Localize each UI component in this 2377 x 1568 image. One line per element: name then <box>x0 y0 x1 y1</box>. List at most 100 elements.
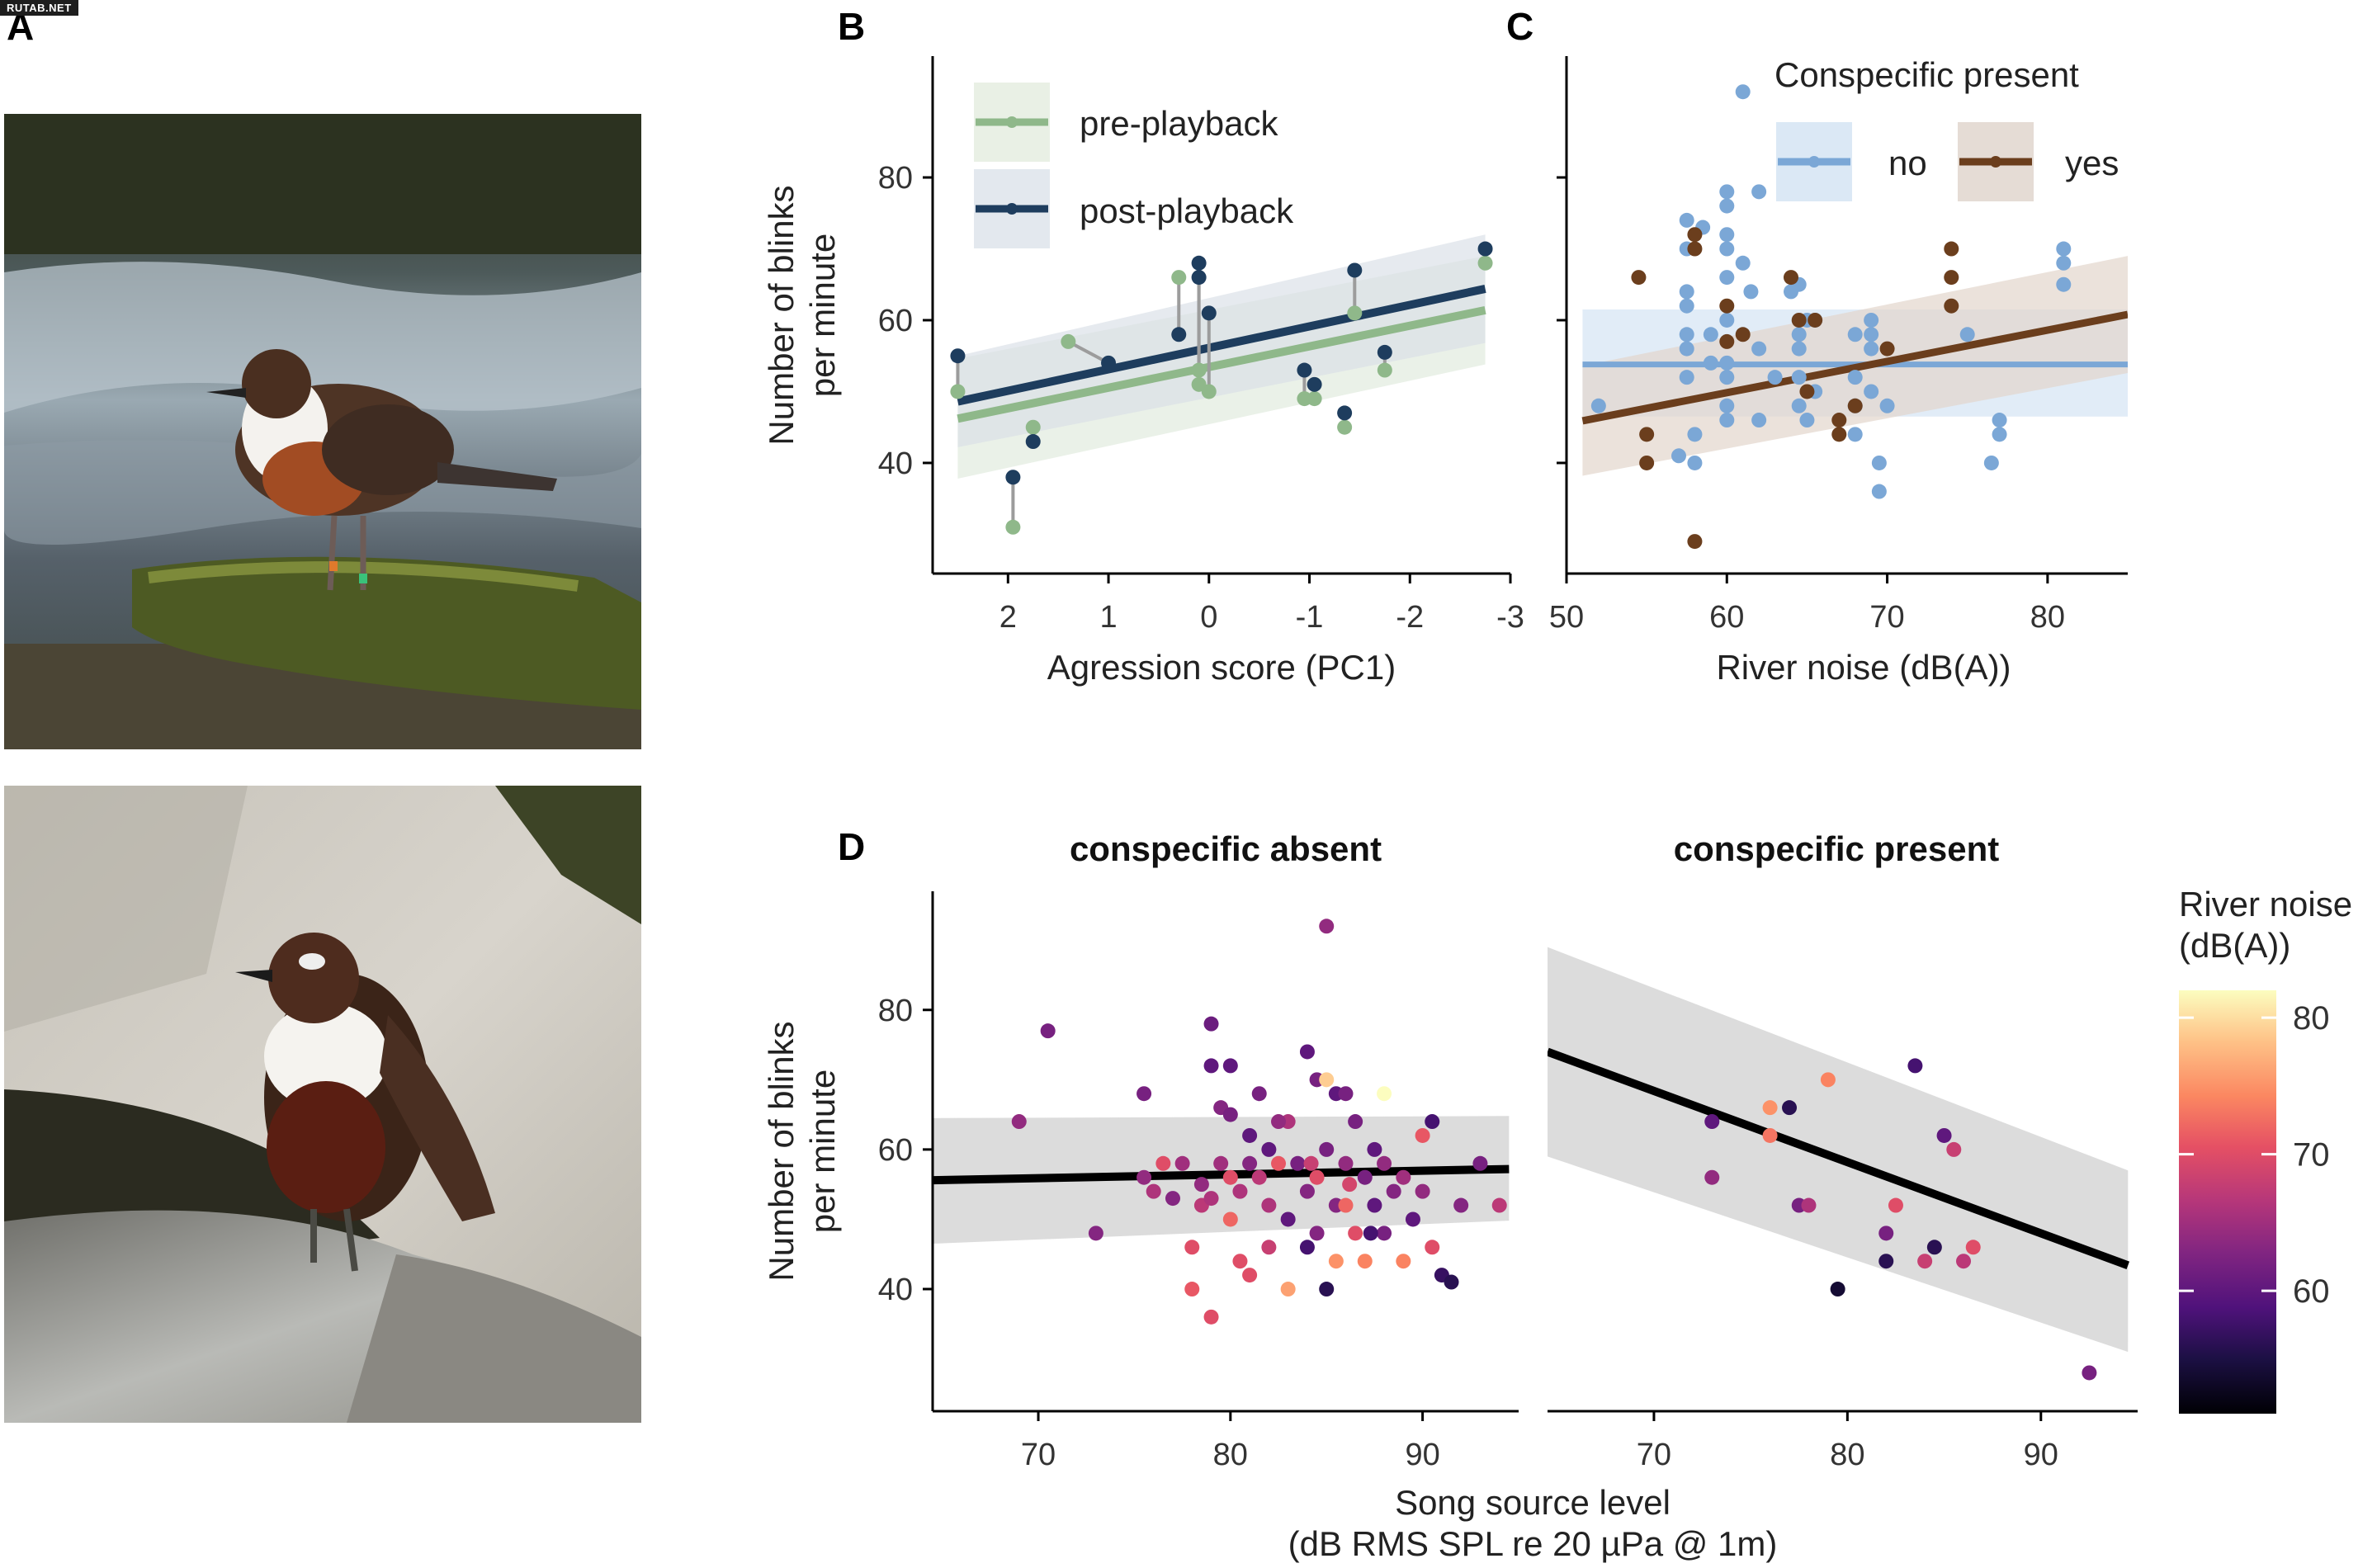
d-point-0 <box>1165 1191 1180 1207</box>
b-point-0 <box>1307 391 1322 407</box>
b-y-tick-label: 40 <box>878 446 913 481</box>
d-y-tick-label: 60 <box>878 1133 913 1168</box>
c-point-no <box>1959 327 1975 342</box>
d-point-1 <box>1762 1100 1778 1116</box>
b-point-1 <box>1025 434 1041 450</box>
d-x-tick-label: 90 <box>2024 1438 2058 1472</box>
c-point-no <box>1791 370 1807 385</box>
c-point-yes <box>1791 312 1807 328</box>
c-point-no <box>1687 455 1703 470</box>
d-ci-band-1 <box>1548 947 2129 1353</box>
photo-dipper-top <box>3 114 641 749</box>
d-point-0 <box>1203 1058 1219 1074</box>
b-point-1 <box>1005 470 1021 485</box>
c-legend-title: Conspecific present <box>1774 55 2079 94</box>
c-point-no <box>1879 398 1895 413</box>
d-point-0 <box>1040 1023 1056 1039</box>
chart-c: 50 60 70 80 River noise (dB(A)) Conspecific… <box>1549 55 2128 687</box>
c-point-no <box>1864 384 1879 399</box>
b-point-0 <box>1061 333 1076 349</box>
c-x-tick-label: 60 <box>1709 600 1744 635</box>
c-point-yes <box>1735 327 1751 342</box>
c-point-no <box>1590 398 1606 413</box>
d-point-1 <box>1888 1197 1903 1213</box>
c-point-no <box>1751 413 1767 428</box>
d-point-1 <box>1926 1240 1942 1255</box>
b-x-tick-label: -3 <box>1496 600 1524 635</box>
c-point-no <box>1791 398 1807 413</box>
d-point-0 <box>1271 1155 1287 1171</box>
d-point-0 <box>1137 1086 1152 1102</box>
chart-d: conspecific absent conspecific present 7… <box>762 829 2352 1563</box>
b-x-tick-label: 1 <box>1099 600 1117 635</box>
d-point-1 <box>1936 1127 1952 1143</box>
c-point-no <box>1871 484 1887 499</box>
d-point-0 <box>1174 1155 1190 1171</box>
c-point-no <box>1687 427 1703 442</box>
d-x-axis-label-line1: Song source level <box>1395 1483 1671 1522</box>
d-point-0 <box>1290 1155 1306 1171</box>
d-point-0 <box>1319 1072 1335 1088</box>
b-point-1 <box>1477 241 1493 257</box>
d-point-0 <box>1232 1183 1248 1199</box>
b-point-1 <box>1347 262 1363 278</box>
d-point-0 <box>1251 1169 1267 1185</box>
d-point-0 <box>1415 1183 1430 1199</box>
c-point-no <box>1703 355 1718 371</box>
c-point-no <box>1735 255 1751 271</box>
d-y-tick-label: 40 <box>878 1273 913 1307</box>
c-point-yes <box>1784 270 1798 286</box>
d-point-1 <box>1820 1072 1836 1088</box>
d-point-0 <box>1357 1169 1373 1185</box>
d-point-0 <box>1222 1107 1238 1122</box>
d-point-0 <box>1213 1155 1229 1171</box>
b-point-0 <box>1377 362 1392 378</box>
d-point-0 <box>1261 1141 1277 1157</box>
d-point-0 <box>1405 1211 1420 1227</box>
d-colorbar-ramp <box>2179 990 2276 1414</box>
b-point-1 <box>1297 362 1312 378</box>
panel-label-b: B <box>838 5 865 48</box>
d-point-0 <box>1425 1114 1440 1130</box>
c-point-no <box>2056 276 2072 292</box>
b-fit-line-1 <box>957 285 1486 406</box>
d-point-0 <box>1319 1141 1335 1157</box>
d-point-0 <box>1184 1282 1200 1297</box>
d-facet-title-present: conspecific present <box>1674 829 1999 868</box>
c-legend-no: no <box>1888 144 1927 182</box>
d-point-1 <box>1907 1058 1923 1074</box>
c-point-yes <box>1719 298 1735 314</box>
d-y-axis-label-line1: Number of blinks <box>762 1021 801 1281</box>
panel-label-c: C <box>1506 5 1533 48</box>
d-point-0 <box>1155 1155 1171 1171</box>
d-colorbar-title-line2: (dB(A)) <box>2179 926 2290 965</box>
b-point-1 <box>1307 376 1322 392</box>
d-point-0 <box>1338 1155 1354 1171</box>
d-point-0 <box>1222 1169 1238 1185</box>
b-point-1 <box>1191 255 1207 271</box>
b-x-tick-label: -2 <box>1396 600 1424 635</box>
c-point-no <box>1847 427 1863 442</box>
b-y-tick-label: 60 <box>878 304 913 338</box>
c-point-no <box>1671 448 1686 464</box>
d-point-0 <box>1193 1177 1209 1193</box>
b-point-1 <box>1377 344 1392 360</box>
c-point-no <box>1751 184 1767 200</box>
b-x-tick-label: 2 <box>999 600 1017 635</box>
d-x-axis-label-line2: (dB RMS SPL re 20 µPa @ 1m) <box>1288 1524 1778 1563</box>
c-point-yes <box>1831 413 1847 428</box>
d-x-tick-label: 70 <box>1637 1438 1671 1472</box>
c-point-no <box>1679 298 1694 314</box>
d-fit-line-0 <box>933 1164 1510 1185</box>
b-x-axis-label: Agression score (PC1) <box>1047 648 1396 687</box>
c-point-no <box>1751 341 1767 357</box>
d-point-0 <box>1184 1240 1200 1255</box>
d-point-0 <box>1303 1155 1319 1171</box>
c-point-no <box>1864 327 1879 342</box>
d-point-1 <box>1917 1254 1933 1269</box>
d-point-1 <box>1704 1169 1720 1185</box>
d-point-0 <box>1309 1169 1325 1185</box>
d-point-0 <box>1377 1086 1392 1102</box>
d-colorbar: River noise (dB(A)) 60 70 80 <box>2179 885 2352 1414</box>
d-point-0 <box>1377 1226 1392 1241</box>
